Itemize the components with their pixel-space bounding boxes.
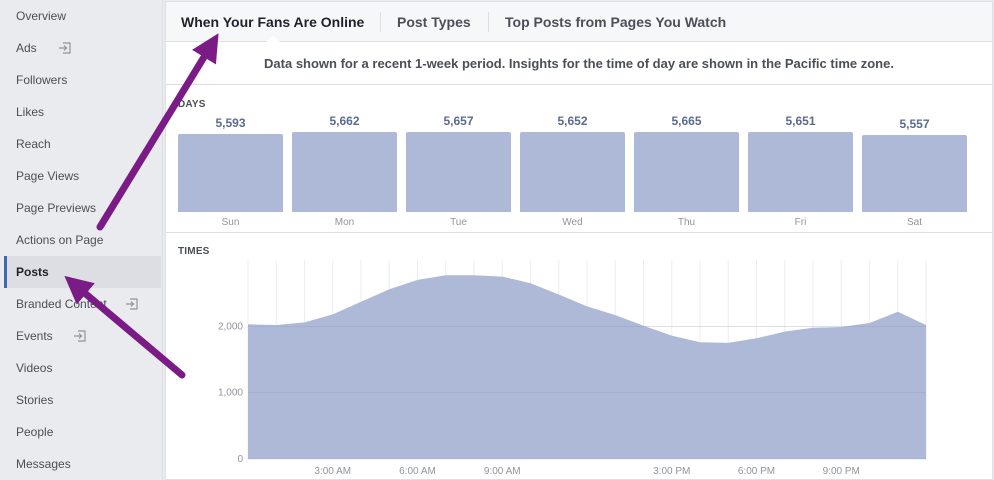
tab-top-posts[interactable]: Top Posts from Pages You Watch <box>505 14 727 30</box>
x-tick-label: 9:00 PM <box>823 466 860 477</box>
tab-separator <box>380 12 381 32</box>
active-tab-caret <box>266 35 280 42</box>
sidebar-item-label: Reach <box>16 137 51 151</box>
sidebar-item-actions-on-page[interactable]: Actions on Page <box>4 224 161 256</box>
x-tick-label: 3:00 PM <box>653 466 690 477</box>
day-value-label: 5,593 <box>215 115 246 130</box>
sidebar-item-branded-content[interactable]: Branded Content <box>4 288 161 320</box>
sidebar-nav: Overview Ads Followers Likes Reach Page Views… <box>0 0 163 480</box>
y-tick-label: 0 <box>237 454 243 465</box>
sidebar-item-likes[interactable]: Likes <box>4 96 161 128</box>
day-value-label: 5,557 <box>899 116 930 131</box>
sidebar-item-label: Followers <box>16 73 68 87</box>
x-tick-label: 6:00 PM <box>738 466 775 477</box>
day-bar[interactable] <box>292 132 397 212</box>
x-tick-label: 3:00 AM <box>314 466 351 477</box>
day-value-label: 5,657 <box>443 114 474 129</box>
sidebar-item-label: Stories <box>16 393 54 407</box>
sidebar-item-videos[interactable]: Videos <box>4 352 161 384</box>
sidebar-item-overview[interactable]: Overview <box>4 0 161 32</box>
day-bar[interactable] <box>634 132 739 212</box>
day-name-label: Wed <box>562 217 583 228</box>
times-section-label: TIMES <box>178 246 210 257</box>
sidebar-item-label: Page Previews <box>16 201 97 215</box>
sidebar-item-label: Page Views <box>16 169 80 183</box>
sidebar-item-label: Actions on Page <box>16 233 104 247</box>
day-name-label: Thu <box>677 217 696 228</box>
day-bar[interactable] <box>178 133 283 212</box>
sidebar-item-events[interactable]: Events <box>4 320 161 352</box>
sidebar-item-posts[interactable]: Posts <box>4 256 161 288</box>
days-section-label: DAYS <box>178 99 206 110</box>
external-link-icon <box>125 298 139 310</box>
day-value-label: 5,665 <box>671 114 702 128</box>
sidebar-item-label: Events <box>16 329 53 343</box>
sidebar-item-messages[interactable]: Messages <box>4 448 161 480</box>
insights-panel: When Your Fans Are Online Post Types Top… <box>165 1 993 480</box>
y-tick-label: 2,000 <box>218 321 243 332</box>
sidebar-item-page-views[interactable]: Page Views <box>4 160 161 192</box>
section-divider <box>166 232 992 233</box>
tab-post-types[interactable]: Post Types <box>397 14 471 30</box>
times-area-series <box>248 275 926 459</box>
sidebar-item-label: Posts <box>16 265 49 279</box>
sidebar-item-label: People <box>16 425 54 439</box>
day-value-label: 5,651 <box>785 114 816 129</box>
info-text: Data shown for a recent 1-week period. I… <box>166 43 992 85</box>
tab-when-fans-online[interactable]: When Your Fans Are Online <box>181 14 365 30</box>
sidebar-item-stories[interactable]: Stories <box>4 384 161 416</box>
tab-bar: When Your Fans Are Online Post Types Top… <box>166 2 992 42</box>
sidebar-item-label: Ads <box>16 41 37 55</box>
sidebar-item-label: Videos <box>16 361 53 375</box>
day-bar[interactable] <box>748 132 853 212</box>
y-tick-label: 1,000 <box>218 388 243 399</box>
day-name-label: Mon <box>334 217 355 228</box>
day-value-label: 5,662 <box>329 114 360 129</box>
external-link-icon <box>73 330 87 342</box>
x-tick-label: 9:00 AM <box>484 466 521 477</box>
times-area-chart: 0 1,000 2,000 3:00 AM 6:00 AM 9:00 AM 3:00 PM 6… <box>218 260 927 477</box>
sidebar-item-reach[interactable]: Reach <box>4 128 161 160</box>
day-name-label: Fri <box>794 217 807 228</box>
sidebar-item-people[interactable]: People <box>4 416 161 448</box>
sidebar-item-label: Likes <box>16 105 45 119</box>
day-name-label: Sun <box>221 217 240 228</box>
day-value-label: 5,652 <box>557 114 588 129</box>
day-bar[interactable] <box>406 132 511 212</box>
sidebar-item-label: Messages <box>16 457 71 471</box>
sidebar-item-label: Overview <box>16 9 67 23</box>
x-tick-label: 6:00 AM <box>399 466 436 477</box>
day-bar[interactable] <box>520 132 625 212</box>
sidebar-item-ads[interactable]: Ads <box>4 32 161 64</box>
sidebar-item-page-previews[interactable]: Page Previews <box>4 192 161 224</box>
sidebar-item-followers[interactable]: Followers <box>4 64 161 96</box>
external-link-icon <box>58 42 72 54</box>
day-name-label: Tue <box>450 217 467 228</box>
sidebar-item-label: Branded Content <box>16 297 107 311</box>
tab-separator <box>488 12 489 32</box>
day-bar[interactable] <box>862 134 967 212</box>
day-name-label: Sat <box>906 217 922 228</box>
